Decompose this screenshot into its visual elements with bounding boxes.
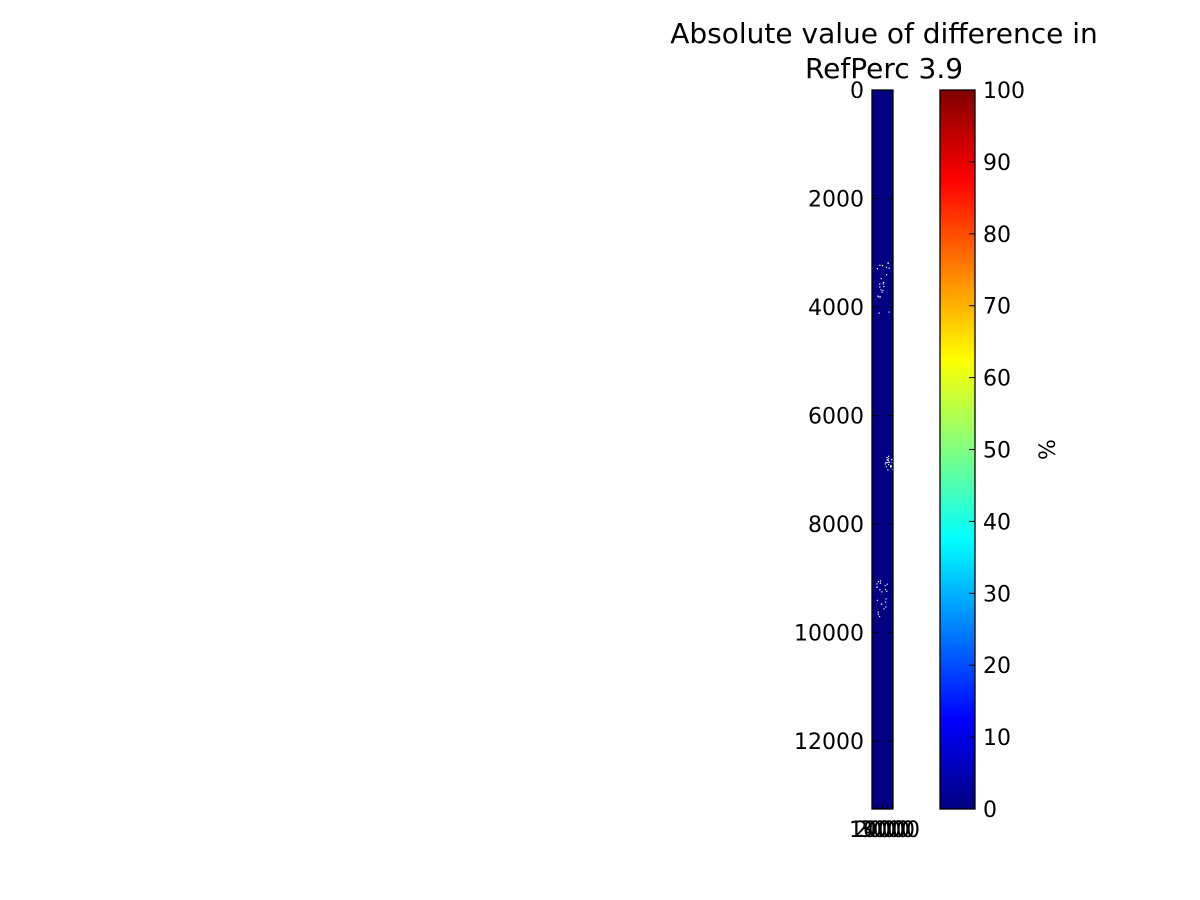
colorbar-tick-label: 80 [983,223,1011,248]
missing-pixel [879,286,881,288]
missing-pixel [879,615,881,618]
colorbar-tick-label: 40 [983,510,1011,535]
missing-pixel [888,464,890,466]
y-tick-label: 8000 [808,513,864,538]
missing-pixel [884,601,887,603]
missing-pixel [886,583,888,585]
missing-pixel [883,281,885,284]
missing-pixel [891,461,893,463]
missing-pixel [890,465,892,467]
missing-pixel [879,296,881,298]
missing-pixel [881,291,883,293]
missing-pixel [876,268,878,270]
missing-pixel [877,581,879,583]
missing-pixel [888,455,890,457]
missing-pixel [877,613,879,615]
y-tick-label: 6000 [808,405,864,430]
missing-pixel [887,458,890,460]
x-tick-label: 2000 [854,818,910,843]
colorbar-tick-label: 10 [983,726,1011,751]
colorbar-axis: 0 10 20 30 40 50 60 70 80 90 100 [969,79,1025,823]
missing-pixel [876,583,878,585]
missing-pixel [891,459,893,461]
missing-pixel [884,463,886,465]
missing-pixel [881,591,883,593]
missing-pixel [881,603,883,605]
missing-pixel [882,283,884,285]
missing-pixel [880,580,882,582]
colorbar-tick-label: 60 [983,367,1011,392]
missing-pixel [884,589,887,591]
missing-pixel [878,312,880,314]
missing-pixel [886,459,888,461]
missing-pixel [885,598,887,600]
missing-pixel [879,582,882,584]
x-tick-label: 3000 [859,818,915,843]
missing-pixel [881,264,883,267]
colorbar-tick-label: 100 [983,79,1025,104]
missing-pixel [887,459,889,462]
missing-pixel [886,457,888,459]
missing-pixel [882,289,884,292]
chart-title-line-1: Absolute value of difference in [670,17,1098,50]
missing-pixel [888,311,890,313]
chart-title: Absolute value of difference in RefPerc … [584,16,1184,86]
y-tick-label: 12000 [794,730,864,755]
y-tick-label: 10000 [794,622,864,647]
missing-pixel [886,462,888,464]
missing-pixel [877,611,879,613]
missing-pixel [890,466,892,468]
y-axis: 0 2000 4000 6000 8000 10000 12000 [794,79,893,755]
missing-pixel [885,466,887,468]
missing-pixel [886,590,888,592]
missing-pixel [885,606,887,608]
colorbar-tick-label: 30 [983,582,1011,607]
missing-pixel [880,278,882,280]
missing-pixel [886,274,888,276]
missing-pixel [876,586,878,588]
y-tick-label: 0 [850,79,864,104]
missing-pixel [885,461,887,463]
x-tick-label: 4000 [864,818,920,843]
missing-pixel [887,469,889,471]
colorbar-tick-label: 0 [983,798,997,823]
missing-pixel [877,295,879,297]
chart-title-line-2: RefPerc 3.9 [804,52,964,85]
missing-pixel [888,267,890,269]
colorbar-tick-label: 20 [983,654,1011,679]
colorbar-tick-label: 50 [983,439,1011,464]
missing-pixel [879,264,881,266]
missing-pixel [876,599,878,601]
missing-pixel [883,608,885,610]
colorbar: 0 10 20 30 40 50 60 70 80 90 100 % [939,79,1061,823]
x-tick-label: 1000 [849,818,905,843]
heatmap-image [872,90,893,809]
colorbar-tick-label: 70 [983,295,1011,320]
colorbar-label: % [1036,439,1061,460]
colorbar-tick-label: 90 [983,151,1011,176]
missing-pixel [878,296,880,298]
y-tick-label: 2000 [808,188,864,213]
missing-pixel [879,589,881,591]
missing-pixel [880,289,882,291]
missing-pixel [885,266,888,268]
y-tick-label: 4000 [808,296,864,321]
missing-pixel [887,262,890,264]
missing-pixel [884,585,886,587]
missing-pixel [883,286,885,288]
missing-pixel [879,283,881,285]
missing-pixel [888,461,890,463]
missing-pixel [890,465,892,467]
